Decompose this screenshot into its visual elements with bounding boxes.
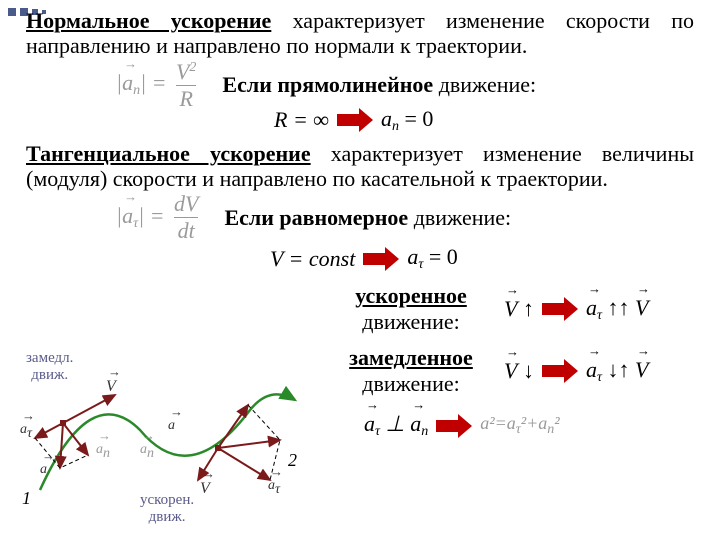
accel-formula: V ↑ [504, 296, 534, 322]
decel-rest: движение: [336, 371, 486, 397]
v-label-1: V [106, 378, 116, 396]
decel-formula2: aτ ↓↑ V [586, 357, 648, 386]
title-normal: Нормальное ускорение [26, 8, 271, 33]
row-r-inf: R = ∞ an = 0 [274, 106, 694, 135]
row-v-const: V = const aτ = 0 [270, 244, 694, 273]
title-tangential: Тангенциальное ускорение [26, 141, 311, 166]
sum-formula: a²=aτ²+an² [480, 413, 560, 438]
v-const: V = const [270, 246, 355, 272]
an-label-1: an [96, 442, 110, 462]
an-label-2: an [140, 442, 154, 462]
if-uniform-bold: Если равномерное [224, 205, 408, 230]
trajectory-diagram: замедл.движ. ускорен.движ. 1 2 V aτ a an… [20, 350, 320, 530]
if-uniform-rest: движение: [408, 205, 511, 230]
point-2: 2 [288, 450, 297, 471]
perp-formula: aτ ⊥ an [364, 411, 428, 440]
label-decel: замедл.движ. [26, 350, 73, 383]
arrow-icon [363, 245, 399, 273]
accel-rest: движение: [336, 309, 486, 335]
para-tangential-accel: Тангенциальное ускорение характеризует и… [26, 141, 694, 192]
row-if-linear: |an| = V2R Если прямолинейное движение: [26, 61, 694, 110]
row-if-uniform: |aτ| = dVdt Если равномерное движение: [26, 193, 694, 242]
r-inf: R = ∞ [274, 107, 329, 133]
arrow-icon [542, 357, 578, 385]
an-zero: an = 0 [381, 106, 433, 135]
arrow-icon [542, 295, 578, 323]
decel-bold: замедленное [349, 345, 473, 370]
a-label-1: a [40, 462, 47, 478]
row-decelerated: замедленное движение: V ↓ aτ ↓↑ V [336, 345, 694, 397]
row-accelerated: ускоренное движение: V ↑ aτ ↑↑ V [336, 283, 694, 335]
v-label-2: V [200, 480, 210, 498]
formula-an: |an| = V2R [116, 61, 200, 110]
para-normal-accel: Нормальное ускорение характеризует измен… [26, 8, 694, 59]
if-linear-bold: Если прямолинейное [222, 72, 433, 97]
arrow-icon [337, 106, 373, 134]
a-label-2: a [168, 418, 175, 434]
at-label-2: aτ [268, 478, 280, 498]
if-linear-rest: движение: [433, 72, 536, 97]
row-perp: aτ ⊥ an a²=aτ²+an² [364, 411, 694, 440]
label-accel: ускорен.движ. [140, 492, 194, 525]
accel-formula2: aτ ↑↑ V [586, 295, 648, 324]
formula-at: |aτ| = dVdt [116, 193, 202, 242]
point-1: 1 [22, 488, 31, 509]
accel-bold: ускоренное [355, 283, 467, 308]
at-zero: aτ = 0 [407, 244, 457, 273]
arrow-icon [436, 412, 472, 440]
at-label-1: aτ [20, 422, 32, 442]
decel-formula: V ↓ [504, 358, 534, 384]
